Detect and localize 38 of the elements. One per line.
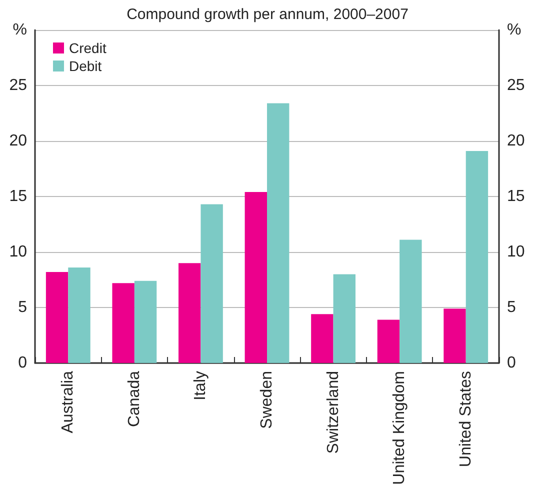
bar xyxy=(377,320,400,363)
bar xyxy=(200,204,223,363)
y2-tick-label: 15 xyxy=(507,188,525,205)
bar xyxy=(267,103,290,363)
x-tick-label: United Kingdom xyxy=(391,371,408,485)
x-tick-label: Sweden xyxy=(258,371,276,429)
bar xyxy=(400,240,422,363)
legend-label: Credit xyxy=(69,40,106,56)
bar xyxy=(311,314,334,363)
bar xyxy=(466,150,488,363)
bar xyxy=(244,192,267,363)
y-tick-label: 20 xyxy=(9,132,28,150)
y-tick-label: 5 xyxy=(18,299,28,316)
legend-label: Debit xyxy=(69,58,102,74)
bar xyxy=(333,274,356,363)
y-tick-label: 25 xyxy=(9,77,28,94)
bar xyxy=(68,268,90,363)
bar xyxy=(444,308,466,363)
x-tick-label: United States xyxy=(457,371,474,468)
y-tick-label: 15 xyxy=(9,188,28,205)
y2-tick-label: 5 xyxy=(507,299,516,316)
x-tick-label: Italy xyxy=(192,371,210,400)
y2-tick-label: 0 xyxy=(507,354,516,372)
y-tick-label: 10 xyxy=(9,244,28,260)
x-tick-label: Canada xyxy=(126,370,143,428)
y2-tick-label: 10 xyxy=(507,244,525,260)
y-tick-label: 0 xyxy=(18,354,28,372)
y2-tick-label: % xyxy=(507,22,522,38)
x-tick-label: Switzerland xyxy=(324,371,342,454)
y-tick-label: % xyxy=(12,22,27,38)
bar xyxy=(134,280,157,363)
bar xyxy=(112,283,134,363)
chart-title: Compound growth per annum, 2000–2007 xyxy=(126,6,408,23)
x-tick-label: Australia xyxy=(60,370,77,434)
y2-tick-label: 20 xyxy=(507,132,525,150)
bar xyxy=(178,263,201,363)
y2-tick-label: 25 xyxy=(507,77,525,94)
bar xyxy=(46,272,68,363)
